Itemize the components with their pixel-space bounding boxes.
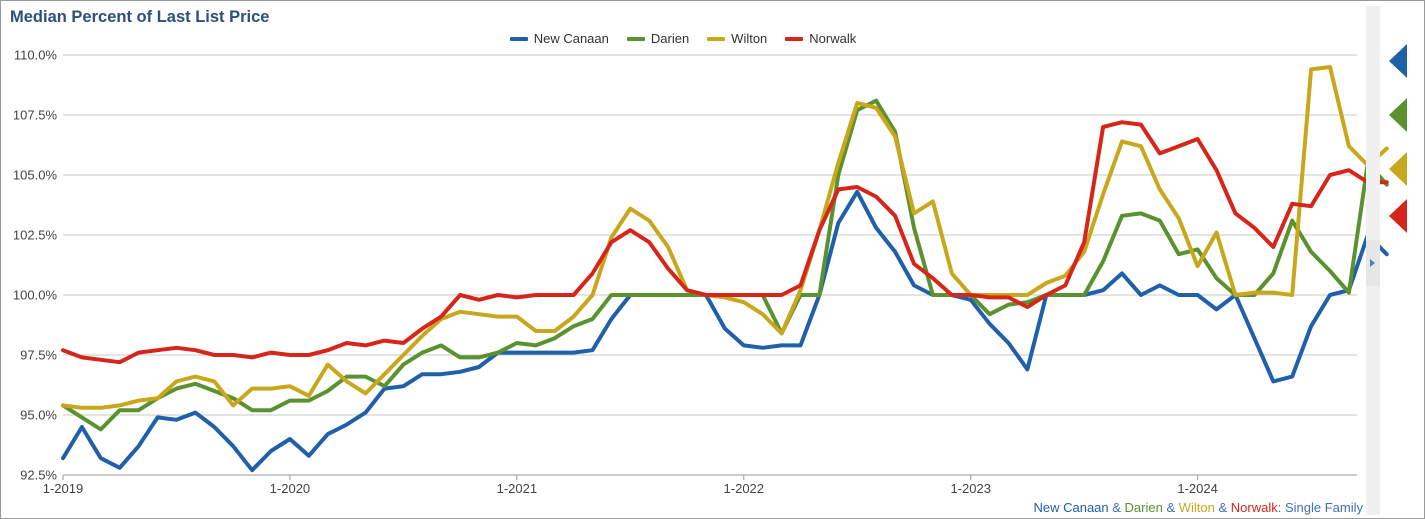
y-tick-label: 110.0% xyxy=(14,48,58,63)
x-tick-label: 1-2020 xyxy=(270,481,310,496)
x-tick-label: 1-2022 xyxy=(724,481,764,496)
footnote-part: Darien xyxy=(1124,500,1163,515)
y-tick-label: 102.5% xyxy=(13,228,58,243)
chart-title: Median Percent of Last List Price xyxy=(10,8,270,26)
x-tick-label: 1-2023 xyxy=(950,481,990,496)
legend-label: Norwalk xyxy=(809,31,857,46)
x-tick-label: 1-2019 xyxy=(43,481,83,496)
x-tick-label: 1-2024 xyxy=(1177,481,1217,496)
legend-label: Wilton xyxy=(731,31,768,46)
legend-swatch xyxy=(707,36,726,41)
legend-item-darien[interactable]: Darien xyxy=(626,31,690,46)
legend-swatch xyxy=(509,36,528,41)
legend-label: Darien xyxy=(650,31,690,46)
x-tick-label: 1-2021 xyxy=(497,481,537,496)
legend-swatch xyxy=(785,36,804,41)
series-marker-icon[interactable] xyxy=(1389,44,1407,78)
footnote-part: & xyxy=(1108,500,1125,515)
y-tick-label: 97.5% xyxy=(20,348,57,363)
legend-swatch xyxy=(626,36,645,41)
series-marker-icon[interactable] xyxy=(1389,152,1407,186)
y-tick-label: 105.0% xyxy=(13,168,58,183)
legend-item-new-canaan[interactable]: New Canaan xyxy=(509,31,609,46)
series-marker-icon[interactable] xyxy=(1389,98,1407,132)
footnote-part: Wilton xyxy=(1178,500,1215,515)
series-line-new-canaan xyxy=(61,189,1389,473)
y-tick-label: 100.0% xyxy=(13,288,58,303)
footnote-part: & xyxy=(1162,500,1179,515)
legend-label: New Canaan xyxy=(533,31,609,46)
series-line-wilton xyxy=(61,65,1389,410)
footnote-part: & xyxy=(1214,500,1231,515)
series-line-darien xyxy=(61,98,1389,432)
footnote-part: Norwalk xyxy=(1230,500,1278,515)
footnote-part: New Canaan xyxy=(1033,500,1109,515)
chevron-right-icon[interactable] xyxy=(1370,259,1375,267)
y-tick-label: 95.0% xyxy=(20,408,57,423)
legend-item-wilton[interactable]: Wilton xyxy=(707,31,767,46)
y-tick-label: 107.5% xyxy=(13,108,58,123)
y-tick-label: 92.5% xyxy=(20,468,57,483)
chart-legend: New Canaan Darien Wilton Norwalk xyxy=(0,31,1366,46)
chart-footnote: New Canaan & Darien & Wilton & Norwalk: … xyxy=(1033,500,1363,515)
series-line-norwalk xyxy=(61,120,1389,365)
legend-item-norwalk[interactable]: Norwalk xyxy=(785,31,856,46)
series-marker-icon[interactable] xyxy=(1389,199,1407,233)
footnote-part: : Single Family xyxy=(1277,500,1363,515)
